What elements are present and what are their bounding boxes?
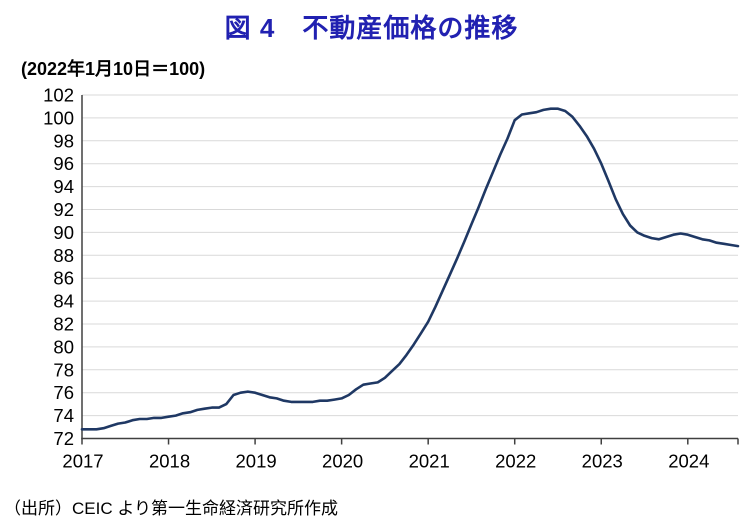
y-axis-label: 80 — [53, 336, 74, 357]
y-axis-label: 100 — [43, 107, 74, 128]
y-axis-label: 90 — [53, 222, 74, 243]
y-axis-label: 96 — [53, 153, 74, 174]
x-axis-label: 2023 — [582, 451, 623, 472]
y-axis-label: 94 — [53, 176, 74, 197]
y-axis-label: 92 — [53, 199, 74, 220]
x-axis-label: 2022 — [495, 451, 536, 472]
x-axis-label: 2019 — [236, 451, 277, 472]
y-axis-label: 102 — [43, 85, 74, 106]
x-axis-label: 2017 — [62, 451, 103, 472]
y-axis-label: 76 — [53, 382, 74, 403]
source-note: （出所）CEIC より第一生命経済研究所作成 — [4, 499, 338, 518]
x-axis-label: 2024 — [668, 451, 709, 472]
y-axis-label: 82 — [53, 314, 74, 335]
y-axis-label: 84 — [53, 291, 74, 312]
x-axis-label: 2020 — [322, 451, 363, 472]
x-axis-label: 2021 — [409, 451, 450, 472]
chart-title: 図 4 不動産価格の推移 — [224, 13, 519, 43]
y-axis-label: 78 — [53, 359, 74, 380]
x-axis-label: 2018 — [149, 451, 190, 472]
axis-unit-note: (2022年1月10日＝100) — [21, 59, 206, 79]
y-axis-label: 74 — [53, 405, 74, 426]
y-axis-label: 98 — [53, 130, 74, 151]
y-axis-label: 72 — [53, 428, 74, 449]
price-index-line — [80, 107, 740, 431]
y-axis-label: 88 — [53, 245, 74, 266]
y-axis-label: 86 — [53, 268, 74, 289]
